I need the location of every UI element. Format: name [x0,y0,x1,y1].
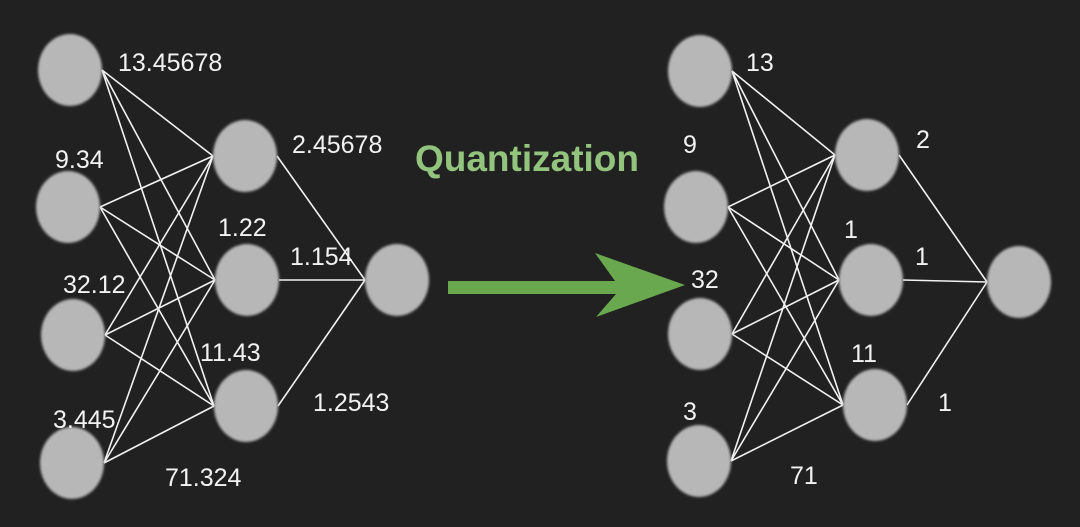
weight-label: 3 [683,398,697,426]
connection-edge [101,69,216,281]
weight-label: 1 [844,216,858,244]
connection-edge [906,281,988,406]
networks-group: 13.45678 9.34 32.12 3.445 2.45678 1.22 11.43 71… [36,34,1051,499]
output-neuron [987,246,1051,318]
connection-edge [104,155,214,336]
weight-label: 9.34 [55,146,104,174]
float-network: 13.45678 9.34 32.12 3.445 2.45678 1.22 11.43 71… [36,34,429,499]
weight-label: 11.43 [200,339,261,367]
connection-edge [99,155,214,208]
hidden-neuron [843,369,907,441]
connection-edge [731,154,836,335]
weight-label: 32.12 [63,271,126,299]
connection-edge [101,69,215,407]
connection-edge [731,333,844,406]
connection-edge [277,279,366,407]
quantization-arrow-icon [448,253,685,317]
weight-label: 32 [691,266,719,294]
weight-label: 71.324 [165,464,242,492]
hidden-neuron [213,120,277,192]
connection-edge [99,206,216,281]
input-neuron [668,35,732,107]
weight-label: 9 [683,131,697,159]
connection-edge [103,405,215,464]
input-neuron [664,171,728,243]
connection-edge [276,155,366,281]
weight-label: 13 [746,49,774,77]
weight-label: 3.445 [53,406,116,434]
connection-edge [730,154,836,462]
connection-edge [101,69,214,157]
weight-label: 1 [938,389,952,417]
connection-edge [727,154,836,208]
weight-label: 2.45678 [292,131,382,159]
input-neuron [40,427,104,499]
input-neuron [41,299,105,371]
hidden-neuron [215,244,279,316]
weight-label: 71 [790,462,818,490]
hidden-neuron [839,244,903,316]
connection-edge [727,206,844,406]
connection-edge [898,154,988,283]
input-neuron [667,425,731,497]
weight-label: 11 [851,340,877,368]
weight-label: 1 [915,243,929,271]
connection-edge [731,70,840,281]
connection-edge [730,279,840,462]
input-neuron [38,34,102,106]
connection-edge [731,70,836,156]
connection-edge [103,155,214,464]
weight-label: 1.22 [218,214,267,242]
hidden-neuron [835,119,899,191]
connection-edge [730,404,844,462]
weight-label: 13.45678 [118,49,222,77]
connection-edge [731,279,840,335]
connection-edge [99,206,215,407]
weight-label: 1.154 [290,243,353,271]
input-neuron [36,171,100,243]
weight-label: 1.2543 [313,389,389,417]
weight-label: 2 [916,126,930,154]
connection-edge [902,279,988,283]
input-neuron [668,298,732,370]
quantization-title: Quantization [415,138,639,179]
connection-edge [103,279,216,464]
output-neuron [365,244,429,316]
hidden-neuron [214,370,278,442]
